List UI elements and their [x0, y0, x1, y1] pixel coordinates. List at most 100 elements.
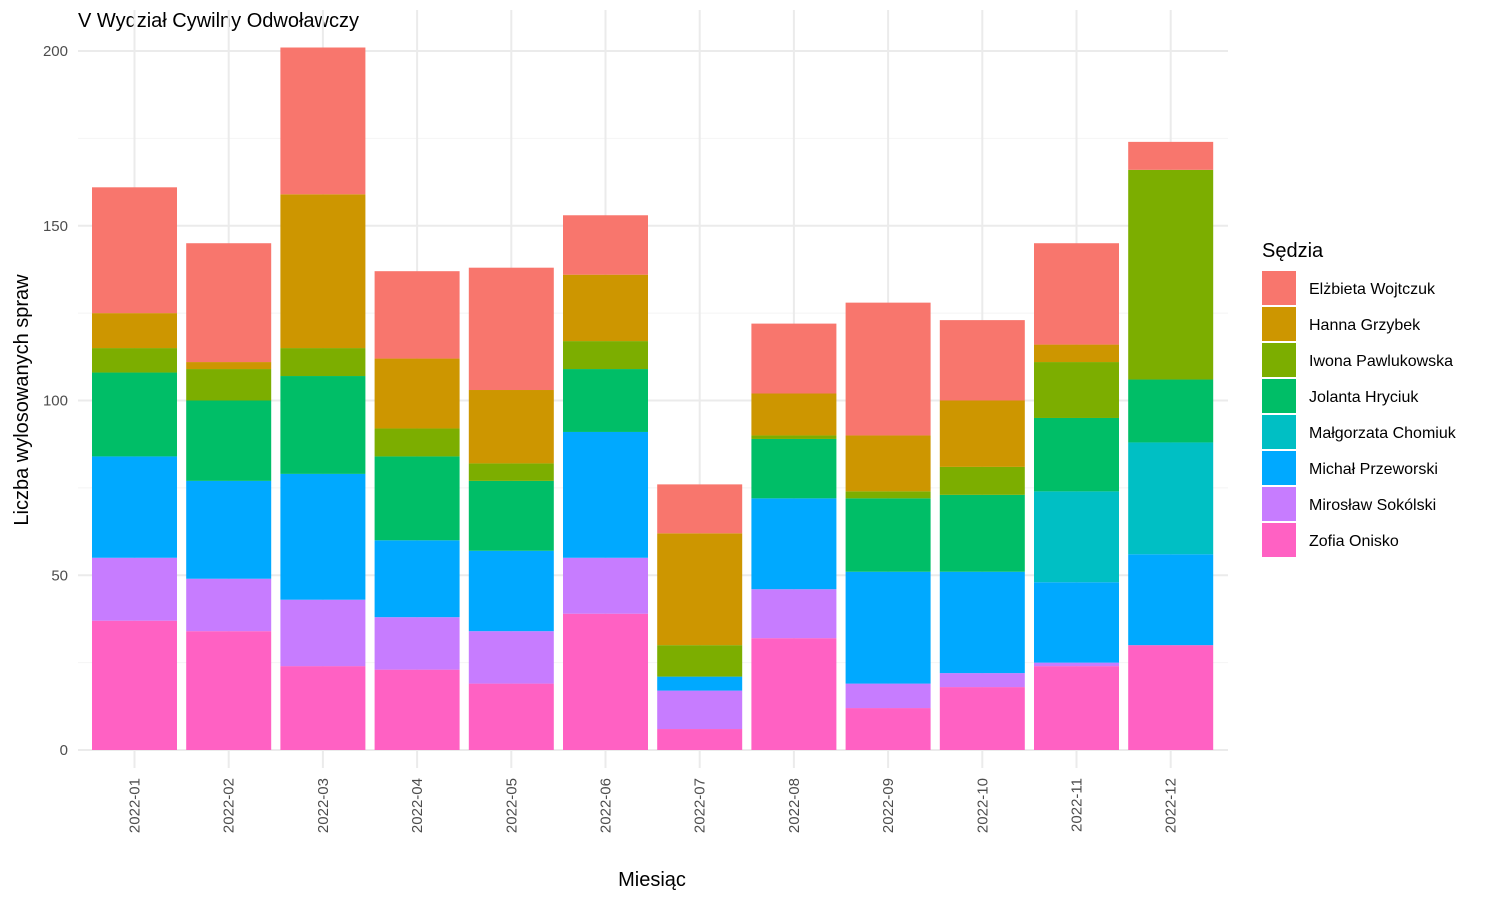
legend-label: Hanna Grzybek [1309, 317, 1421, 334]
y-axis-title: Liczba wylosowanych spraw [11, 274, 33, 526]
bar-segment [657, 484, 743, 534]
bar-segment [845, 683, 931, 709]
legend-swatch [1262, 523, 1296, 557]
bar-segment [186, 362, 272, 370]
bar-segment [939, 571, 1025, 674]
x-tick-label: 2022-02 [221, 778, 238, 833]
x-tick-label: 2022-07 [692, 778, 709, 833]
legend-swatch [1262, 271, 1296, 305]
bar-segment [1034, 662, 1119, 667]
bar-segment [186, 243, 272, 363]
bar-segment [92, 187, 177, 314]
y-tick-label: 150 [43, 218, 68, 235]
legend-label: Iwona Pawlukowska [1309, 353, 1453, 370]
bar-segment [374, 540, 460, 618]
bar-segment [751, 393, 837, 436]
legend-label: Mirosław Sokólski [1309, 497, 1436, 514]
bar-segment [280, 473, 366, 600]
bar-segment [939, 320, 1025, 401]
legend-swatch [1262, 343, 1296, 377]
bar-segment [92, 557, 177, 621]
bar-segment [751, 323, 837, 394]
bar-segment [845, 498, 931, 572]
bar-segment [1034, 666, 1119, 750]
legend-swatch [1262, 307, 1296, 341]
bar-segment [939, 687, 1025, 750]
x-axis-ticks: 2022-01 2022-02 2022-03 2022-04 2022-05 2022-… [127, 778, 1180, 833]
bar-segment [1034, 491, 1119, 583]
x-tick-label: 2022-03 [315, 778, 332, 833]
x-tick-label: 2022-11 [1069, 778, 1086, 832]
bar-segment [92, 348, 177, 373]
y-tick-label: 50 [51, 567, 68, 584]
bar-segment [939, 466, 1025, 495]
x-tick-label: 2022-06 [598, 778, 615, 833]
bar-segment [280, 348, 366, 377]
x-tick-label: 2022-01 [127, 778, 144, 833]
bar-segment [563, 431, 648, 558]
bar-segment [657, 533, 743, 646]
bar-segment [468, 390, 554, 464]
legend: Sędzia Elżbieta Wojtczuk Hanna Grzybek Iwo… [1262, 240, 1457, 557]
legend-label: Małgorzata Chomiuk [1309, 425, 1457, 442]
bar-segment [374, 271, 460, 359]
bar-segment [468, 480, 554, 551]
bar-segment [92, 456, 177, 558]
bar-segment [186, 480, 272, 579]
bar-segment [563, 557, 648, 614]
bar-segment [563, 369, 648, 432]
bar-segment [751, 638, 837, 750]
x-tick-label: 2022-05 [503, 778, 520, 833]
x-tick-label: 2022-08 [786, 778, 803, 833]
bar-segment [845, 491, 931, 499]
bar-segment [280, 599, 366, 667]
legend-label: Zofia Onisko [1309, 533, 1399, 550]
bar-segment [468, 550, 554, 632]
bar-segment [186, 369, 272, 401]
bar-segment [186, 400, 272, 481]
bar-segment [1034, 582, 1119, 663]
legend-swatch [1262, 379, 1296, 413]
bar-segment [374, 428, 460, 457]
bar-segment [657, 729, 743, 750]
bar-segment [939, 400, 1025, 467]
legend-label: Elżbieta Wojtczuk [1309, 281, 1436, 298]
legend-swatch [1262, 451, 1296, 485]
bar-segment [1128, 645, 1214, 750]
y-tick-label: 200 [43, 43, 68, 60]
bar-segment [280, 376, 366, 474]
legend-label: Jolanta Hryciuk [1309, 389, 1419, 406]
legend-label: Michał Przeworski [1309, 461, 1438, 478]
bar-segment [563, 215, 648, 275]
bar-segment [280, 666, 366, 750]
bar-segment [939, 494, 1025, 572]
bar-segment [845, 435, 931, 492]
x-tick-label: 2022-12 [1163, 778, 1180, 833]
bar-segment [751, 438, 837, 499]
legend-swatch [1262, 415, 1296, 449]
bar-segment [751, 498, 837, 590]
legend-title: Sędzia [1262, 240, 1324, 262]
bar-segment [1034, 362, 1119, 418]
bar-segment [845, 302, 931, 436]
bar-segment [751, 589, 837, 639]
bar-segment [657, 676, 743, 691]
bar-segment [1128, 169, 1214, 380]
x-tick-label: 2022-09 [880, 778, 897, 833]
bar-segment [92, 313, 177, 349]
chart-title: V Wydział Cywilny Odwoławczy [78, 10, 359, 32]
bar-segment [468, 631, 554, 684]
bar-segment [374, 358, 460, 429]
bar-segment [1034, 243, 1119, 345]
bar-segment [1128, 141, 1214, 170]
bar-segment [751, 435, 837, 439]
bar-segment [939, 673, 1025, 688]
bar-segment [563, 274, 648, 342]
x-tick-label: 2022-10 [974, 778, 991, 833]
bar-segment [374, 456, 460, 541]
bar-segment [280, 47, 366, 195]
bar-segment [468, 463, 554, 481]
bar-segment [563, 613, 648, 750]
x-tick-label: 2022-04 [409, 778, 426, 833]
